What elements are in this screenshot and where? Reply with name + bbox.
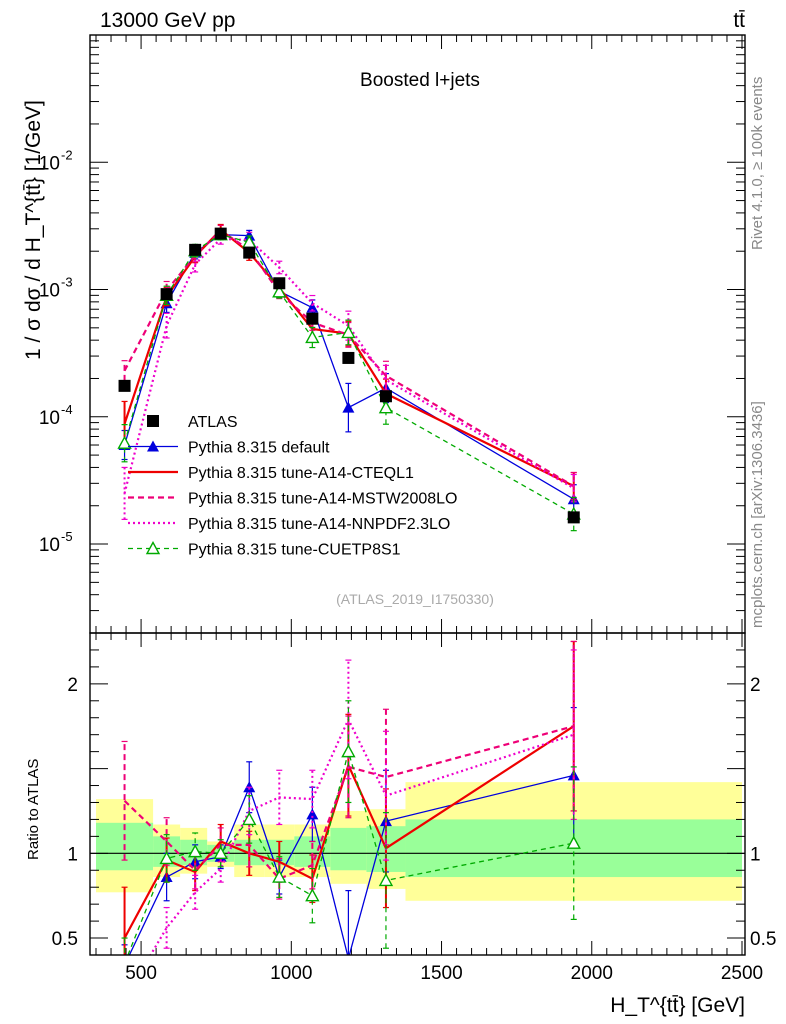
y-tick-exponent: -5 (61, 529, 73, 544)
data-point (306, 312, 319, 325)
data-point (346, 952, 350, 955)
legend-marker (147, 415, 159, 427)
legend: ATLAS Pythia 8.315 default Pythia 8.315 tu… (128, 414, 457, 559)
data-point (341, 744, 356, 758)
legend-item-default: Pythia 8.315 default (128, 440, 330, 457)
ratio-panel: 500 1000 1500 2000 2500 0.5 0.5 1 1 2 2 (52, 632, 776, 984)
legend-marker (145, 541, 161, 555)
legend-label: Pythia 8.315 default (188, 440, 330, 457)
series-line (123, 237, 575, 494)
data-point (342, 401, 355, 413)
data-point (159, 850, 174, 865)
ratio-y-tick-label: 0.5 (52, 929, 78, 950)
x-tick-label: 2500 (721, 963, 763, 984)
x-tick-label: 1000 (270, 963, 312, 984)
data-point (273, 277, 286, 290)
ratio-ylabel: Ratio to ATLAS (25, 759, 42, 860)
ratio-y-tick-label-right: 2 (750, 675, 761, 696)
series-line (123, 725, 575, 939)
series-cuetp (121, 700, 581, 955)
ratio-series (121, 640, 581, 955)
series-cuetp (117, 227, 581, 532)
y-tick-label: 10 (39, 535, 60, 556)
series-line (123, 233, 575, 500)
ratio-y-tick-label-right: 1 (750, 844, 761, 865)
main-ylabel: 1 / σ dσ / d H_T^{tt̄} [1/GeV] (22, 100, 45, 360)
mcplots-label: mcplots.cern.ch [arXiv:1306.3436] (749, 401, 766, 628)
legend-label: Pythia 8.315 tune-A14-CTEQL1 (188, 465, 414, 482)
legend-item-nnpdf: Pythia 8.315 tune-A14-NNPDF2.3LO (128, 516, 450, 533)
ratio-y-tick-label-right: 0.5 (750, 929, 776, 950)
y-tick-exponent: -2 (61, 147, 73, 162)
data-point (160, 288, 173, 301)
data-point (566, 835, 581, 849)
data-point (189, 243, 202, 256)
data-point (305, 330, 320, 344)
legend-label: ATLAS (188, 414, 238, 431)
data-point (379, 390, 392, 403)
legend-label: Pythia 8.315 tune-A14-NNPDF2.3LO (188, 516, 450, 533)
data-point (118, 379, 131, 392)
data-point (214, 227, 227, 240)
series-data (118, 227, 580, 524)
data-point (213, 845, 228, 860)
y-tick-label: 10 (39, 408, 60, 429)
band-inner-bin (330, 827, 367, 871)
series-line (149, 716, 575, 955)
x-tick-label: 500 (125, 963, 157, 984)
legend-item-cteql1: Pythia 8.315 tune-A14-CTEQL1 (128, 465, 414, 482)
data-point (378, 872, 394, 887)
legend-item-data: ATLAS (147, 414, 238, 431)
data-point (272, 869, 287, 883)
ratio-bands (96, 782, 742, 901)
x-tick-label: 2000 (571, 963, 613, 984)
legend-label: Pythia 8.315 tune-CUETP8S1 (188, 542, 401, 559)
ratio-frame (89, 632, 746, 956)
xaxis-label: H_T^{tt̄} [GeV] (610, 994, 745, 1017)
rivet-version-label: Rivet 4.1.0, ≥ 100k events (749, 77, 766, 250)
y-tick-label: 10 (39, 281, 60, 302)
legend-marker (147, 440, 159, 452)
data-point (342, 351, 355, 364)
data-point (567, 511, 580, 524)
legend-item-mstw: Pythia 8.315 tune-A14-MSTW2008LO (128, 491, 457, 508)
series-line (123, 233, 575, 515)
data-point (243, 246, 256, 259)
series-line (128, 774, 574, 955)
data-point (341, 324, 356, 339)
ratio-y-tick-label: 1 (67, 844, 78, 865)
legend-label: Pythia 8.315 tune-A14-MSTW2008LO (188, 491, 457, 508)
chart-title: Boosted l+jets (360, 70, 480, 91)
legend-item-cuetp: Pythia 8.315 tune-CUETP8S1 (128, 541, 401, 559)
analysis-watermark: (ATLAS_2019_I1750330) (336, 591, 494, 607)
data-point (242, 811, 257, 826)
process-label: tt̄ (733, 9, 745, 32)
data-point (378, 400, 394, 414)
x-tick-label: 1500 (420, 963, 462, 984)
energy-label: 13000 GeV pp (100, 9, 235, 32)
y-tick-exponent: -3 (61, 275, 73, 290)
data-point (305, 888, 320, 902)
data-point (306, 808, 319, 820)
data-point (187, 844, 203, 858)
y-tick-exponent: -4 (61, 402, 73, 417)
ratio-y-tick-label: 2 (67, 675, 78, 696)
y-tick-label: 10 (39, 153, 60, 174)
data-point (306, 301, 319, 313)
series-line (127, 749, 574, 955)
main-series (117, 223, 581, 532)
data-point (117, 435, 132, 449)
data-point (272, 284, 287, 298)
